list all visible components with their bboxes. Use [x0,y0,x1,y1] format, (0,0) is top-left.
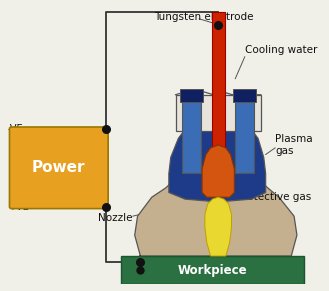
Bar [121,256,304,283]
Text: Nozzle: Nozzle [98,213,133,223]
Text: Tungsten electrode: Tungsten electrode [154,12,253,22]
Polygon shape [205,197,232,256]
Text: Cooling water: Cooling water [245,45,317,55]
Text: Power: Power [32,160,86,175]
Text: -VE: -VE [8,124,23,134]
FancyBboxPatch shape [10,127,108,209]
Polygon shape [202,145,234,197]
Text: Plasma
gas: Plasma gas [275,134,313,156]
Polygon shape [135,166,297,256]
Bar [233,89,256,102]
Bar [235,97,254,173]
Text: +VE: +VE [8,202,28,212]
Text: Protective gas: Protective gas [237,192,312,202]
Bar [182,97,201,173]
Text: Workpiece: Workpiece [178,264,247,277]
Polygon shape [175,95,261,131]
Bar [212,12,225,192]
Bar [180,89,203,102]
Polygon shape [169,115,266,202]
